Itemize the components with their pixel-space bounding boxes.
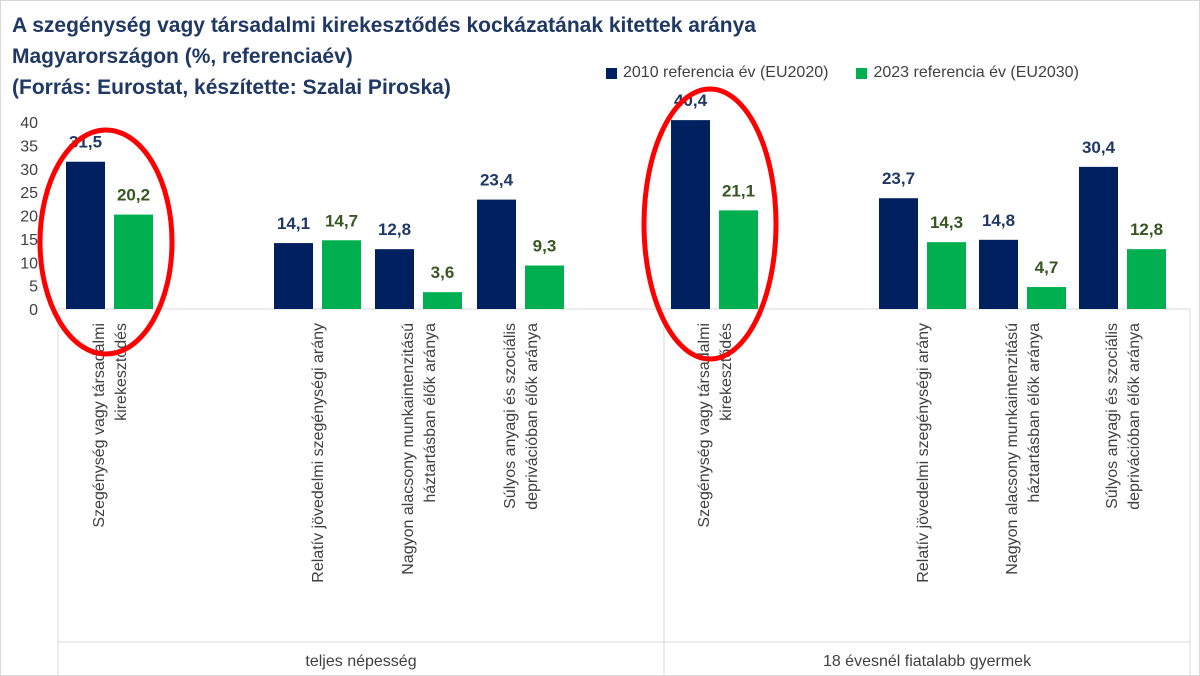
data-label-2023: 20,2 <box>117 186 150 205</box>
data-label-2023: 3,6 <box>431 263 455 282</box>
highlight-layer <box>37 86 779 362</box>
y-tick-label: 20 <box>20 209 38 226</box>
data-label-2010: 23,4 <box>480 171 514 190</box>
category-label-line: Szegénység vagy társadalmi <box>91 323 108 528</box>
data-label-2010: 23,7 <box>882 169 915 188</box>
y-tick-label: 0 <box>29 302 38 319</box>
highlight-ellipse <box>37 127 175 357</box>
bar-2023 <box>423 292 462 309</box>
bar-2023 <box>1127 249 1166 309</box>
category-label-line: deprivációban élők aránya <box>1126 323 1143 510</box>
data-label-2010: 14,8 <box>982 211 1015 230</box>
category-label-line: Relatív jövedelmi szegénységi arány <box>310 323 327 583</box>
data-label-2023: 12,8 <box>1130 220 1163 239</box>
y-tick-label: 35 <box>20 138 38 155</box>
bar-2023 <box>719 210 758 309</box>
chart-title-line-3: (Forrás: Eurostat, készítette: Szalai Pi… <box>12 76 451 99</box>
category-label: Súlyos anyagi és szociális deprivációban … <box>1104 323 1143 510</box>
bar-2010 <box>671 120 710 309</box>
category-label-line: Nagyon alacsony munkaintenzitású <box>400 323 417 575</box>
y-tick-label: 30 <box>20 162 38 179</box>
category-label-line: Súlyos anyagi és szociális <box>1104 323 1121 509</box>
y-tick-label: 15 <box>20 232 38 249</box>
chart-title-line-1: A szegénység vagy társadalmi kirekesztőd… <box>12 14 756 37</box>
bar-2010 <box>1079 166 1118 309</box>
category-label: Relatív jövedelmi szegénységi arány <box>915 323 932 583</box>
highlight-ellipse <box>641 86 779 362</box>
y-tick-label: 40 <box>20 115 38 132</box>
chart-legend: 2010 referencia év (EU2020) 2023 referen… <box>606 64 1079 82</box>
bar-2010 <box>477 199 516 309</box>
data-label-2010: 12,8 <box>378 220 411 239</box>
group-label: teljes népesség <box>305 653 416 670</box>
bar-2010 <box>274 243 313 309</box>
category-label-line: Nagyon alacsony munkaintenzitású <box>1004 323 1021 575</box>
data-label-2023: 14,7 <box>325 211 358 230</box>
category-label-line: deprivációban élők aránya <box>524 323 541 510</box>
data-label-2010: 40,4 <box>674 91 708 110</box>
legend-label-2010: 2010 referencia év (EU2020) <box>623 64 829 81</box>
y-tick-label: 10 <box>20 255 38 272</box>
category-label: Nagyon alacsony munkaintenzitású háztartá… <box>400 323 439 575</box>
bar-2023 <box>322 240 361 309</box>
data-label-2023: 4,7 <box>1035 258 1059 277</box>
bar-2010 <box>879 198 918 309</box>
y-tick-label: 5 <box>29 279 38 296</box>
bar-2010 <box>375 249 414 309</box>
bar-2023 <box>525 265 564 309</box>
category-label: Szegénység vagy társadalmi kirekesztődés <box>696 323 735 528</box>
category-label-line: háztartásban élők aránya <box>422 323 439 503</box>
legend-item-2023: 2023 referencia év (EU2030) <box>856 64 1079 82</box>
bar-2010 <box>66 161 105 309</box>
category-label: Nagyon alacsony munkaintenzitású háztartá… <box>1004 323 1043 575</box>
category-label-line: Relatív jövedelmi szegénységi arány <box>915 323 932 583</box>
category-label-line: Szegénység vagy társadalmi <box>696 323 713 528</box>
legend-label-2023: 2023 referencia év (EU2030) <box>873 64 1079 81</box>
chart-title: A szegénység vagy társadalmi kirekesztőd… <box>12 10 756 103</box>
category-label: Súlyos anyagi és szociális deprivációban … <box>502 323 541 510</box>
bar-2023 <box>114 214 153 309</box>
data-label-2023: 21,1 <box>722 181 755 200</box>
axis-layer: 0 5 10 15 20 25 30 35 40 <box>20 115 1191 676</box>
data-label-2010: 14,1 <box>277 214 310 233</box>
category-label: Relatív jövedelmi szegénységi arány <box>310 323 327 583</box>
data-label-2023: 14,3 <box>930 213 963 232</box>
label-layer: 31,5 14,1 12,8 23,4 40,4 23,7 14,8 30,4 20,2 14,7… <box>69 91 1163 282</box>
chart-title-line-2: Magyarországon (%, referenciaév) <box>12 45 353 68</box>
legend-swatch-2023 <box>856 67 868 79</box>
category-label-line: kirekesztődés <box>113 323 130 421</box>
legend-item-2010: 2010 referencia év (EU2020) <box>606 64 828 82</box>
bar-layer <box>66 120 1166 309</box>
y-tick-label: 25 <box>20 185 38 202</box>
data-label-2023: 9,3 <box>533 237 557 256</box>
bar-2023 <box>1027 287 1066 309</box>
group-label: 18 évesnél fiatalabb gyermek <box>823 653 1032 670</box>
data-label-2010: 30,4 <box>1082 138 1116 157</box>
bar-2023 <box>927 242 966 309</box>
data-label-2010: 31,5 <box>69 133 102 152</box>
legend-swatch-2010 <box>606 67 617 79</box>
category-label-line: kirekesztődés <box>718 323 735 421</box>
bar-2010 <box>979 239 1018 309</box>
category-label-line: háztartásban élők aránya <box>1026 323 1043 503</box>
category-label-layer: Szegénység vagy társadalmi kirekesztődés R… <box>91 323 1143 670</box>
category-label-line: Súlyos anyagi és szociális <box>502 323 519 509</box>
